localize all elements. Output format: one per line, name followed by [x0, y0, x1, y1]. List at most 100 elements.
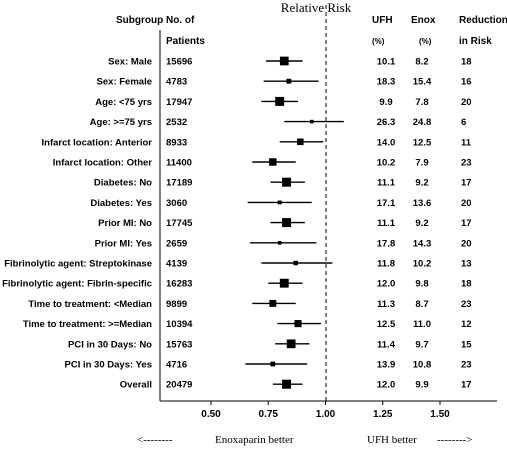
point-estimate — [279, 56, 289, 66]
row-ufh-rate: 17.1 — [377, 198, 396, 209]
x-tick-label: 0.75 — [259, 409, 279, 420]
row-patients: 4716 — [166, 360, 187, 371]
point-estimate — [279, 278, 289, 288]
row-risk-reduction: 12 — [461, 319, 472, 330]
row-risk-reduction: 15 — [461, 339, 472, 350]
row-patients: 17947 — [166, 97, 192, 108]
row-label: Infarct location: Anterior — [42, 137, 153, 148]
row-enox-rate: 10.2 — [413, 259, 432, 270]
row-patients: 15763 — [166, 339, 192, 350]
row-risk-reduction: 16 — [461, 77, 472, 88]
header-patients-line1: No. of — [166, 15, 195, 26]
row-patients: 15696 — [166, 57, 192, 68]
header-reduction-line1: Reduction — [459, 15, 507, 26]
x-tick-label: 1.25 — [373, 409, 393, 420]
row-ufh-rate: 18.3 — [377, 77, 396, 88]
row-risk-reduction: 18 — [461, 279, 472, 290]
point-estimate — [297, 138, 304, 146]
row-enox-rate: 15.4 — [413, 77, 432, 88]
row-label: Fibrinolytic agent: Fibrin-specific — [2, 279, 152, 290]
row-risk-reduction: 17 — [461, 218, 472, 229]
row-patients: 11400 — [166, 158, 192, 169]
row-label: Infarct location: Other — [53, 158, 153, 169]
row-enox-rate: 9.8 — [415, 279, 428, 290]
row-ufh-rate: 13.9 — [377, 360, 396, 371]
row-enox-rate: 13.6 — [413, 198, 432, 209]
row-label: PCI in 30 Days: Yes — [65, 360, 153, 371]
subgroup-row: Diabetes: Yes 3060 17.1 13.6 20 — [90, 198, 471, 209]
row-enox-rate: 11.0 — [413, 319, 431, 330]
row-risk-reduction: 6 — [461, 117, 466, 128]
row-risk-reduction: 20 — [461, 238, 472, 249]
row-patients: 3060 — [166, 198, 187, 209]
row-risk-reduction: 11 — [461, 137, 472, 148]
row-enox-rate: 12.5 — [413, 137, 432, 148]
row-ufh-rate: 14.0 — [377, 137, 396, 148]
row-ufh-rate: 11.3 — [377, 299, 395, 310]
point-estimate — [286, 78, 292, 84]
row-label: PCI in 30 Days: No — [68, 339, 152, 350]
row-patients: 2659 — [166, 238, 187, 249]
row-enox-rate: 8.2 — [415, 57, 428, 68]
x-tick-label: 0.50 — [201, 409, 221, 420]
row-patients: 4783 — [166, 77, 187, 88]
row-ufh-rate: 17.8 — [377, 238, 396, 249]
row-risk-reduction: 23 — [461, 360, 472, 371]
row-enox-rate: 8.7 — [415, 299, 428, 310]
point-estimate — [294, 320, 302, 328]
subgroup-row: Sex: Female 4783 18.3 15.4 16 — [97, 77, 472, 88]
point-estimate — [282, 379, 292, 389]
row-ufh-rate: 11.8 — [377, 259, 395, 270]
x-axis: 0.50 0.75 1.00 1.25 1.50 — [201, 401, 450, 420]
row-ufh-rate: 9.9 — [379, 97, 392, 108]
row-risk-reduction: 17 — [461, 380, 472, 391]
footer-left-arrow: <-------- — [137, 434, 173, 446]
row-ufh-rate: 11.1 — [377, 178, 396, 189]
row-risk-reduction: 23 — [461, 158, 472, 169]
header-patients-line2: Patients — [166, 36, 205, 47]
point-estimate — [282, 218, 292, 228]
subgroup-row: PCI in 30 Days: Yes 4716 13.9 10.8 23 — [65, 360, 472, 371]
subgroup-row: Sex: Male 15696 10.1 8.2 18 — [108, 57, 471, 68]
row-patients: 17189 — [166, 178, 192, 189]
footer-right-label: UFH better — [367, 434, 417, 446]
row-patients: 16283 — [166, 279, 192, 290]
row-ufh-rate: 11.1 — [377, 218, 396, 229]
row-risk-reduction: 17 — [461, 178, 472, 189]
row-enox-rate: 7.9 — [415, 158, 428, 169]
row-label: Age: <75 yrs — [95, 97, 152, 108]
row-patients: 2532 — [166, 117, 187, 128]
row-risk-reduction: 23 — [461, 299, 472, 310]
row-label: Sex: Male — [108, 57, 152, 68]
point-estimate — [277, 200, 282, 205]
subgroup-row: PCI in 30 Days: No 15763 11.4 9.7 15 — [68, 339, 472, 350]
row-label: Prior MI: No — [98, 218, 152, 229]
row-risk-reduction: 20 — [461, 198, 472, 209]
subgroup-row: Diabetes: No 17189 11.1 9.2 17 — [94, 177, 472, 189]
row-label: Prior MI: Yes — [95, 238, 152, 249]
subgroup-row: Time to treatment: <Median 9899 11.3 8.7 23 — [28, 299, 471, 310]
row-ufh-rate: 10.1 — [377, 57, 396, 68]
row-ufh-rate: 12.0 — [377, 279, 396, 290]
x-tick-label: 1.50 — [430, 409, 450, 420]
row-ufh-rate: 12.0 — [377, 380, 396, 391]
row-label: Time to treatment: >=Median — [23, 319, 152, 330]
subgroup-row: Age: >=75 yrs 2532 26.3 24.8 6 — [90, 117, 467, 128]
row-label: Overall — [120, 380, 152, 391]
point-estimate — [277, 241, 282, 245]
point-estimate — [270, 361, 276, 367]
row-patients: 17745 — [166, 218, 193, 229]
row-ufh-rate: 12.5 — [377, 319, 396, 330]
row-ufh-rate: 11.4 — [377, 339, 396, 350]
row-enox-rate: 24.8 — [413, 117, 432, 128]
subgroup-row: Age: <75 yrs 17947 9.9 7.8 20 — [95, 96, 472, 108]
row-ufh-rate: 26.3 — [377, 117, 396, 128]
header-enox-unit: (%) — [419, 37, 432, 46]
row-enox-rate: 10.8 — [413, 360, 432, 371]
subgroup-rows: Sex: Male 15696 10.1 8.2 18 Sex: Female 4783 18… — [2, 57, 472, 391]
point-estimate — [269, 158, 277, 166]
header-reduction-line2: in Risk — [459, 36, 492, 47]
row-label: Diabetes: No — [94, 178, 152, 189]
row-label: Diabetes: Yes — [90, 198, 152, 209]
